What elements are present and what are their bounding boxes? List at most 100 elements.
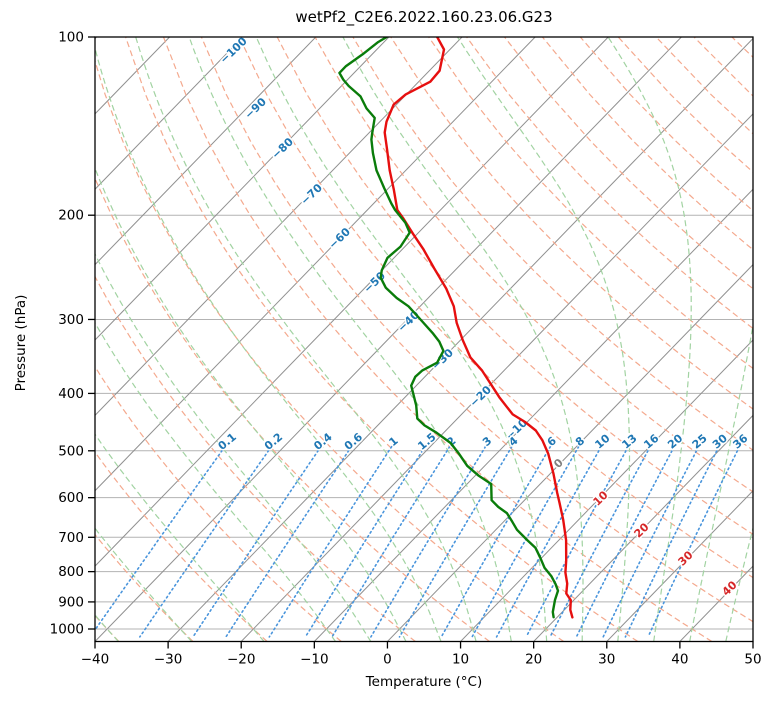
y-axis-label: Pressure (hPa): [13, 294, 29, 392]
isotherm-line: [95, 37, 682, 642]
isotherm-line: [95, 37, 390, 341]
temperature-profile-line: [383, 37, 574, 619]
mixing-ratio-line: [471, 445, 580, 638]
y-tick-label: 400: [58, 386, 84, 402]
x-tick-label: −10: [300, 652, 329, 668]
mixing-ratio-label: 3: [480, 434, 494, 449]
isotherm-line: [387, 263, 753, 642]
field-lines-group: [95, 37, 775, 642]
isotherm-label: 30: [676, 548, 696, 568]
moist-adiabat-line: [95, 527, 193, 642]
mixing-ratio-line: [331, 445, 451, 638]
moist-adiabat-line: [689, 321, 753, 642]
mixing-ratio-line: [192, 445, 322, 638]
y-tick-label: 100: [58, 30, 84, 46]
moist-adiabat-line: [188, 37, 512, 642]
dry-adiabat-line: [95, 365, 342, 642]
isotherm-line: [606, 490, 753, 642]
dry-adiabat-line: [314, 37, 753, 493]
moist-adiabat-line: [255, 37, 548, 642]
x-axis-label: Temperature (°C): [365, 674, 483, 690]
dry-adiabat-line: [466, 37, 753, 330]
mixing-ratio-label: 6: [545, 434, 559, 449]
isotherm-line: [240, 113, 753, 642]
mixing-ratio-line: [225, 445, 353, 638]
dry-adiabat-line: [200, 37, 753, 623]
mixing-ratio-label: 36: [730, 431, 750, 451]
dry-adiabat-line: [655, 37, 753, 135]
mixing-ratio-line: [139, 445, 273, 638]
isotherm-label: 0: [551, 456, 566, 471]
mixing-ratio-line: [647, 445, 741, 638]
dry-adiabat-line: [617, 37, 753, 173]
mixing-ratio-line: [304, 445, 426, 638]
mixing-ratio-label: 16: [641, 431, 661, 451]
dry-adiabat-line: [352, 37, 753, 451]
mixing-ratio-line: [549, 445, 651, 638]
mixing-ratio-line: [525, 445, 629, 638]
dry-adiabat-line: [504, 37, 753, 290]
mixing-ratio-line: [624, 445, 720, 638]
mixing-ratio-label: 10: [592, 431, 612, 451]
isotherm-label: −90: [242, 95, 269, 122]
isotherm-line: [95, 37, 317, 266]
mixing-ratio-label: 30: [710, 431, 730, 451]
moist-adiabat-line: [135, 37, 477, 642]
isotherm-line: [460, 339, 753, 642]
mixing-ratio-label: 25: [690, 432, 710, 452]
x-tick-label: −40: [81, 652, 110, 668]
dry-adiabat-line: [125, 37, 639, 642]
y-axis-label-wrap: Pressure (hPa): [10, 263, 30, 423]
moist-adiabat-line: [95, 321, 336, 642]
mixing-ratio-line: [268, 445, 393, 638]
isotherm-line: [95, 37, 609, 567]
isotherm-label: 40: [720, 578, 740, 598]
mixing-ratio-line: [602, 445, 700, 638]
x-tick-label: 20: [525, 652, 542, 668]
y-tick-label: 700: [58, 530, 84, 546]
mixing-ratio-label: 8: [573, 434, 587, 449]
mixing-ratio-line: [370, 445, 487, 638]
dry-adiabat-line: [238, 37, 753, 579]
profiles-group: [338, 37, 574, 619]
dry-adiabat-line: [770, 37, 775, 642]
mixing-ratio-label: 0.4: [311, 430, 335, 453]
dry-adiabat-line: [95, 451, 268, 642]
x-tick-label: 30: [598, 652, 615, 668]
y-tick-label: 200: [58, 208, 84, 224]
mixing-ratio-label: 1: [386, 434, 400, 449]
dry-adiabat-line: [162, 37, 713, 642]
y-tick-label: 900: [58, 594, 84, 610]
y-tick-label: 800: [58, 564, 84, 580]
isotherm-line: [313, 188, 753, 642]
x-tick-label: 0: [383, 652, 392, 668]
x-tick-label: 10: [452, 652, 469, 668]
y-tick-label: 300: [58, 312, 84, 328]
mixing-ratio-label: 0.1: [216, 430, 239, 452]
x-tick-label: 40: [671, 652, 688, 668]
dry-adiabat-line: [693, 37, 753, 97]
mixing-ratio-line: [398, 445, 513, 638]
dry-adiabat-line: [95, 275, 416, 642]
dry-adiabat-line: [95, 59, 565, 642]
mixing-ratio-line: [575, 445, 675, 638]
plot-border: [94, 36, 754, 643]
x-tick-label: 50: [744, 652, 761, 668]
isotherm-line: [95, 37, 463, 417]
dewpoint-profile-line: [338, 37, 560, 619]
isotherm-label: −40: [395, 308, 422, 335]
y-tick-label: 600: [58, 490, 84, 506]
isotherm-line: [95, 37, 244, 190]
isotherm-label: −80: [269, 135, 296, 162]
moist-adiabat-line: [95, 45, 442, 642]
isotherm-line: [533, 414, 753, 642]
mixing-ratio-line: [440, 445, 552, 638]
dry-adiabat-line: [95, 176, 490, 642]
chart-title: wetPf2_C2E6.2022.160.23.06.G23: [295, 8, 553, 26]
mixing-ratio-label: 2: [444, 434, 458, 449]
mixing-ratio-line: [495, 445, 602, 638]
moist-adiabat-line: [95, 166, 407, 642]
mixing-ratio-label: 13: [619, 432, 639, 452]
moist-adiabat-line: [342, 37, 584, 642]
